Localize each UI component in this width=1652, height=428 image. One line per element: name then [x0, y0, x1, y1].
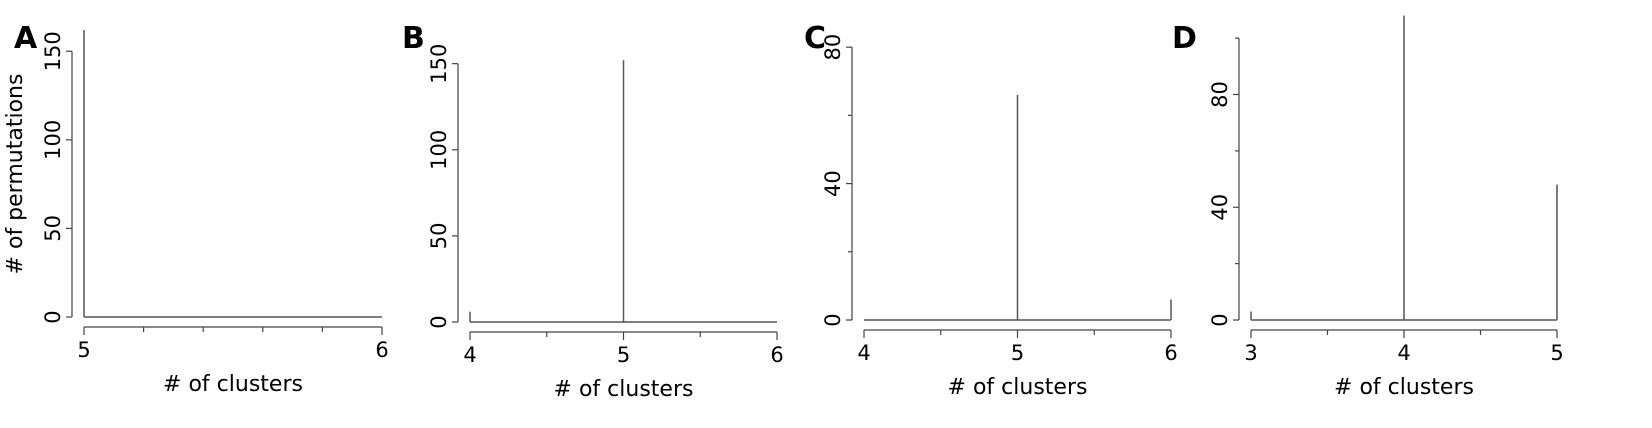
y-tick-label: 0 [1208, 313, 1232, 326]
chart-panel-d: D 0 40 80 3 4 5 # of clusters [1172, 15, 1564, 400]
x-axis-title: # of clusters [554, 377, 694, 402]
x-tick-label: 5 [1550, 341, 1563, 365]
x-tick-label: 4 [857, 341, 870, 365]
x-tick-label: 4 [1397, 341, 1410, 365]
y-axis-title: # of permutations [3, 74, 28, 275]
y-tick-label: 80 [821, 34, 845, 61]
x-tick-label: 3 [1244, 341, 1257, 365]
y-tick-label: 50 [427, 223, 451, 250]
panel-letter: B [402, 21, 425, 56]
chart-panel-c: C 0 40 80 4 5 6 # of clusters [804, 21, 1178, 400]
x-tick-label: 6 [770, 343, 783, 367]
x-tick-label: 5 [1011, 341, 1024, 365]
y-tick-label: 0 [821, 313, 845, 326]
x-tick-label: 6 [1164, 341, 1177, 365]
x-axis-title: # of clusters [163, 372, 303, 397]
x-tick-label: 6 [375, 338, 388, 362]
y-tick-label: 0 [427, 315, 451, 328]
y-tick-label: 100 [427, 130, 451, 170]
x-tick-label: 5 [617, 343, 630, 367]
x-axis-title: # of clusters [948, 375, 1088, 400]
y-tick-label: 100 [41, 120, 65, 160]
y-tick-label: 40 [1208, 194, 1232, 221]
panel-letter: D [1172, 21, 1197, 56]
y-tick-label: 0 [41, 310, 65, 323]
x-tick-label: 4 [463, 343, 476, 367]
y-tick-label: 150 [427, 44, 451, 84]
panel-letter: A [14, 21, 38, 56]
y-tick-label: 80 [1208, 81, 1232, 108]
y-tick-label: 50 [41, 215, 65, 242]
chart-panel-a: A 0 50 100 150 5 6 # of clusters # of permutatio… [3, 21, 389, 397]
x-tick-label: 5 [77, 338, 90, 362]
y-tick-label: 150 [41, 31, 65, 71]
panel-letter: C [804, 21, 826, 56]
chart-panel-b: B 0 50 100 150 4 5 6 # of clusters [402, 21, 784, 402]
x-axis-title: # of clusters [1334, 375, 1474, 400]
y-tick-label: 40 [821, 170, 845, 197]
